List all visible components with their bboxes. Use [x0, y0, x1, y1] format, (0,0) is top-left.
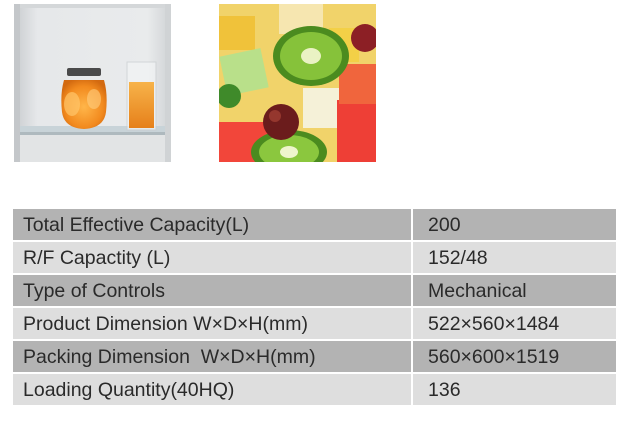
spec-value: 560×600×1519	[413, 341, 616, 374]
spec-label: R/F Capactity (L)	[13, 242, 411, 275]
spec-value: 522×560×1484	[413, 308, 616, 341]
fruit-salad-photo	[219, 4, 376, 162]
spec-label: Type of Controls	[13, 275, 411, 308]
spec-value: 152/48	[413, 242, 616, 275]
fridge-interior-photo	[14, 4, 171, 162]
spec-table: Total Effective Capacity(L) 200 R/F Capa…	[13, 209, 616, 407]
spec-row-rf-capacity: R/F Capactity (L) 152/48	[13, 242, 616, 275]
spec-value: 136	[413, 374, 616, 407]
spec-row-loading-quantity: Loading Quantity(40HQ) 136	[13, 374, 616, 407]
spec-label: Total Effective Capacity(L)	[13, 209, 411, 242]
spec-row-packing-dimension: Packing Dimension W×D×H(mm) 560×600×1519	[13, 341, 616, 374]
spec-value: 200	[413, 209, 616, 242]
spec-label: Packing Dimension W×D×H(mm)	[13, 341, 411, 374]
spec-row-controls: Type of Controls Mechanical	[13, 275, 616, 308]
spec-label: Loading Quantity(40HQ)	[13, 374, 411, 407]
spec-label: Product Dimension W×D×H(mm)	[13, 308, 411, 341]
spec-value: Mechanical	[413, 275, 616, 308]
spec-row-total-capacity: Total Effective Capacity(L) 200	[13, 209, 616, 242]
spec-row-product-dimension: Product Dimension W×D×H(mm) 522×560×1484	[13, 308, 616, 341]
